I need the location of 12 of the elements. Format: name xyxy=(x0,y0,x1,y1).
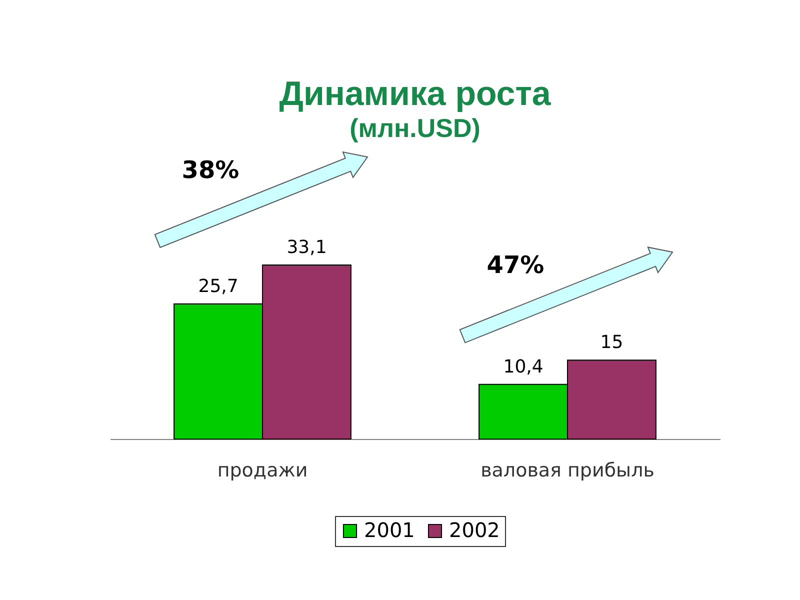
legend-label: 2002 xyxy=(449,518,500,542)
data-label: 25,7 xyxy=(198,276,238,297)
text: 38% xyxy=(182,156,240,184)
annotation: 47% xyxy=(486,251,544,280)
x-tick-label: валовая прибыль xyxy=(480,460,654,482)
x-tick-label: продажи xyxy=(217,460,308,482)
chart-subtitle: (млн.USD) xyxy=(350,113,480,144)
data-label: 10,4 xyxy=(503,356,544,378)
data-label: 15 xyxy=(600,332,624,354)
data-label: 33,1 xyxy=(286,236,327,258)
chart-title: Динамика роста xyxy=(279,75,552,114)
legend-label: 2001 xyxy=(364,518,415,542)
